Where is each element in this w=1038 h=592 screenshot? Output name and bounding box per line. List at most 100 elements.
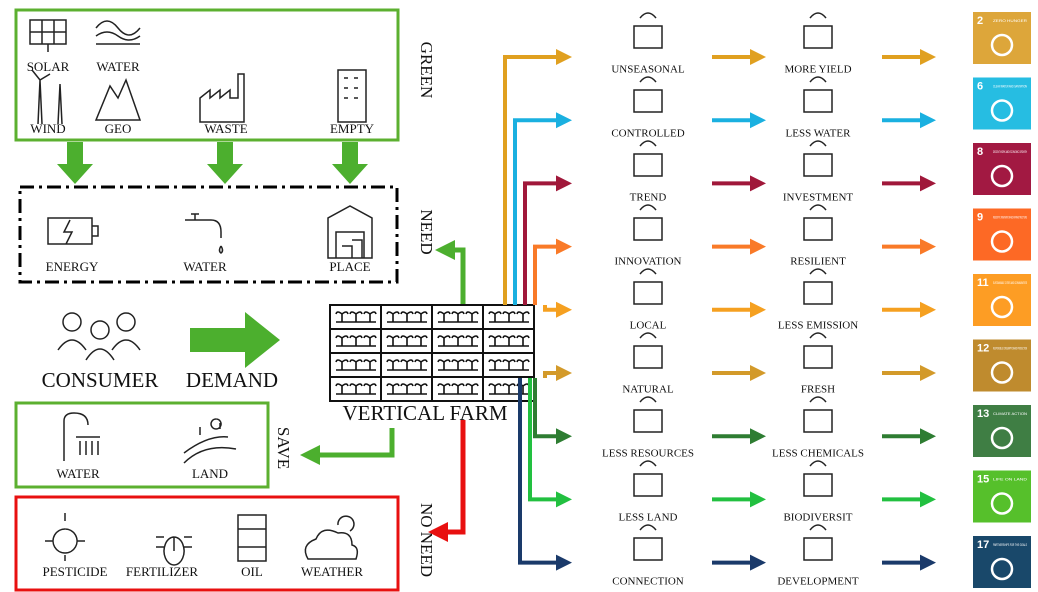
benefit-label: LESS LAND <box>619 512 678 524</box>
consumer-icon <box>58 313 140 360</box>
demand-arrow <box>190 312 280 368</box>
connector <box>525 183 560 305</box>
arrow-head <box>750 555 766 571</box>
icon <box>156 537 192 565</box>
icon <box>338 70 366 122</box>
arrow-head <box>750 491 766 507</box>
icon <box>804 397 832 432</box>
benefit-label: UNSEASONAL <box>611 64 685 76</box>
icon <box>30 20 66 52</box>
farm-grid <box>330 305 534 401</box>
plants <box>387 384 427 394</box>
icon <box>634 333 662 368</box>
plants <box>387 336 427 346</box>
plants <box>336 312 376 322</box>
sdg-title: PARTNERSHIPS FOR THE GOALS <box>993 542 1027 547</box>
sdg-number: 9 <box>977 211 983 223</box>
icon <box>804 461 832 496</box>
benefit-label: LESS RESOURCES <box>602 448 694 460</box>
need-item-label: PLACE <box>329 259 370 274</box>
sdg-title: DECENT WORK AND ECONOMIC GROWTH <box>993 149 1027 154</box>
icon <box>634 525 662 560</box>
benefit-label: CONTROLLED <box>611 128 684 140</box>
arrow-head <box>750 302 766 318</box>
connector <box>520 378 560 563</box>
icon <box>634 269 662 304</box>
sdg-title: SUSTAINABLE CITIES AND COMMUNITIES <box>993 280 1027 285</box>
save-item-label: LAND <box>192 466 228 481</box>
sdg-number: 11 <box>977 277 989 289</box>
save-item-label: WATER <box>56 466 100 481</box>
benefit-label: CONNECTION <box>612 576 684 588</box>
need-label: NEED <box>417 209 436 254</box>
plants <box>438 360 478 370</box>
icon <box>32 70 62 124</box>
sdg-title: LIFE ON LAND <box>993 477 1027 482</box>
plants <box>387 312 427 322</box>
sdg-number: 15 <box>977 473 989 485</box>
sdg-title: CLIMATE ACTION <box>993 411 1027 416</box>
source-label: WASTE <box>204 121 247 136</box>
arrow-head <box>556 555 572 571</box>
icon <box>804 77 832 112</box>
plants <box>438 312 478 322</box>
need-item-label: WATER <box>183 259 227 274</box>
sdg-title: RESPONSIBLE CONSUMPTION AND PRODUCTION <box>993 346 1027 351</box>
diagram: GREEN NEED SAVE NO NEED CONSUMER DEMAND … <box>0 0 1038 592</box>
icon <box>634 397 662 432</box>
arrow-head <box>920 365 936 381</box>
arrow-head <box>920 112 936 128</box>
arrow-head <box>920 428 936 444</box>
farm-label: VERTICAL FARM <box>343 401 508 425</box>
icon <box>804 205 832 240</box>
plants <box>438 384 478 394</box>
icon <box>634 141 662 176</box>
arrow-head <box>920 175 936 191</box>
source-label: WATER <box>96 59 140 74</box>
icon <box>200 74 244 122</box>
source-label: GEO <box>105 121 132 136</box>
need-arrow <box>445 250 463 305</box>
source-label: EMPTY <box>330 121 375 136</box>
icon <box>328 206 372 258</box>
arrow-head <box>750 365 766 381</box>
arrow-head <box>920 491 936 507</box>
arrow-head <box>556 302 572 318</box>
sdg-number: 8 <box>977 146 983 158</box>
outcome-label: LESS EMISSION <box>778 320 858 332</box>
need-item-label: ENERGY <box>46 259 99 274</box>
icon <box>96 80 140 120</box>
icon <box>804 269 832 304</box>
icon <box>634 461 662 496</box>
no-need-item-label: OIL <box>241 564 263 579</box>
outcome-label: FRESH <box>801 384 835 396</box>
outcome-label: BIODIVERSIT <box>783 512 852 524</box>
icon <box>184 419 236 463</box>
plants <box>489 360 529 370</box>
arrow-head <box>556 365 572 381</box>
plants <box>336 384 376 394</box>
icon <box>45 513 85 561</box>
save-label: SAVE <box>274 427 293 469</box>
outcome-label: LESS CHEMICALS <box>772 448 864 460</box>
outcome-label: RESILIENT <box>790 256 846 268</box>
connector <box>535 378 560 436</box>
demand-label: DEMAND <box>186 368 278 392</box>
plants <box>336 360 376 370</box>
benefit-label: LOCAL <box>630 320 667 332</box>
outcome-label: LESS WATER <box>786 128 852 140</box>
plants <box>489 312 529 322</box>
icon <box>804 141 832 176</box>
connector <box>515 120 560 305</box>
arrow-head <box>920 302 936 318</box>
arrow-head <box>750 175 766 191</box>
icon <box>64 413 100 461</box>
outcome-label: DEVELOPMENT <box>777 576 859 588</box>
icon <box>804 13 832 48</box>
plants <box>489 384 529 394</box>
arrow-head <box>750 112 766 128</box>
icon <box>48 218 98 244</box>
no-need-item-label: PESTICIDE <box>43 564 108 579</box>
sdg-number: 6 <box>977 80 983 92</box>
sdg-number: 17 <box>977 539 989 551</box>
